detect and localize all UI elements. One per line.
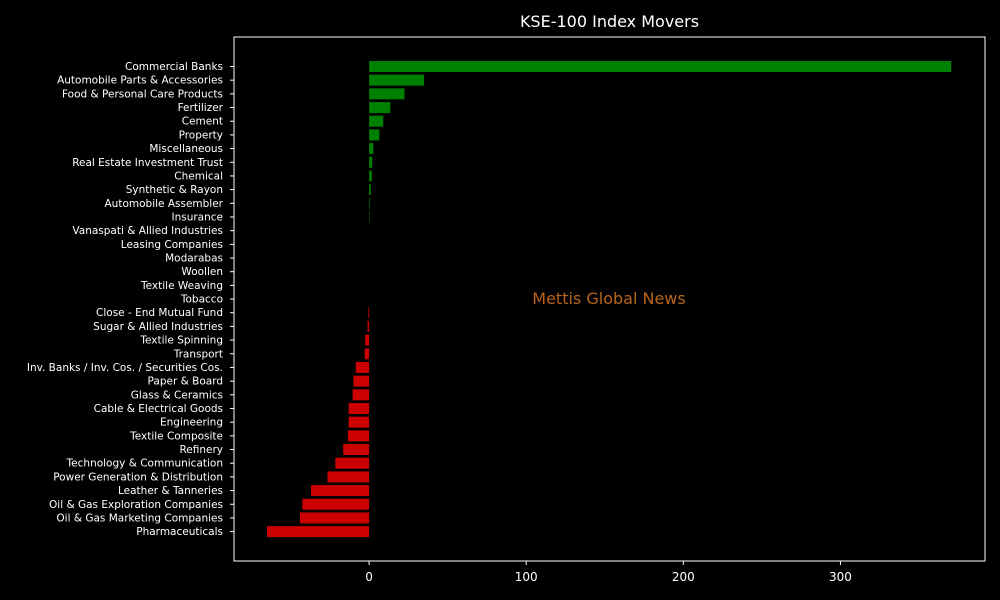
bar-oil-gas-marketing-companies [299,512,370,524]
category-label: Sugar & Allied Industries [93,321,223,333]
x-tick-label: 200 [672,570,695,584]
category-label: Fertilizer [178,102,224,114]
x-tick-label: 0 [365,570,373,584]
category-label: Inv. Banks / Inv. Cos. / Securities Cos. [27,362,223,374]
category-label: Modarabas [165,253,223,265]
chart-title: KSE-100 Index Movers [519,12,700,31]
category-label: Close - End Mutual Fund [96,307,223,319]
bar-textile-composite [347,430,370,442]
watermark-text: Mettis Global News [532,289,685,308]
bar-close-end-mutual-fund [368,307,370,319]
category-label: Tobacco [180,294,223,306]
bar-sugar-allied-industries [367,320,370,332]
bar-inv-banks-inv-cos-securities-cos [355,361,370,373]
category-label: Refinery [179,444,223,456]
bar-automobile-parts-accessories [369,74,425,86]
category-label: Real Estate Investment Trust [72,157,223,169]
category-label: Synthetic & Rayon [126,184,223,196]
category-label: Miscellaneous [149,143,223,155]
category-label: Insurance [171,211,223,223]
category-label: Leasing Companies [121,239,223,251]
bar-food-personal-care-products [369,88,405,100]
bar-engineering [348,416,370,428]
category-label: Textile Weaving [140,280,223,292]
category-label: Textile Composite [129,430,223,442]
bar-power-generation-distribution [327,471,370,483]
category-label: Glass & Ceramics [131,389,223,401]
category-label: Commercial Banks [125,61,223,73]
bar-real-estate-investment-trust [369,156,373,168]
category-label: Woollen [181,266,223,278]
category-label: Oil & Gas Exploration Companies [49,499,223,511]
category-label: Paper & Board [148,376,223,388]
bar-paper-board [353,375,370,387]
category-label: Automobile Parts & Accessories [57,75,223,87]
bar-cement [369,115,384,127]
category-label: Engineering [160,417,223,429]
category-label: Property [179,129,223,141]
category-label: Food & Personal Care Products [62,88,223,100]
category-label: Transport [173,348,223,360]
category-label: Power Generation & Distribution [53,471,223,483]
category-label: Pharmaceuticals [136,526,223,538]
category-label: Textile Spinning [139,335,223,347]
bar-textile-spinning [365,334,370,346]
bar-miscellaneous [369,143,374,155]
bar-automobile-assembler [369,197,370,209]
bars-group [266,61,952,538]
bar-cable-electrical-goods [348,403,370,414]
category-label: Cement [182,116,223,128]
x-tick-label: 100 [515,570,538,584]
category-label: Oil & Gas Marketing Companies [56,512,223,524]
bar-glass-ceramics [352,389,370,401]
category-label: Technology & Communication [66,458,223,470]
x-tick-label: 300 [829,570,852,584]
bar-leather-tanneries [310,485,370,497]
bar-property [369,129,380,141]
category-label: Automobile Assembler [105,198,224,210]
bar-refinery [343,444,370,456]
bar-transport [364,348,370,360]
category-label: Vanaspati & Allied Industries [72,225,223,237]
category-labels: Commercial Banks Automobile Parts & Acces… [27,61,234,538]
bar-commercial-banks [369,61,952,72]
bar-technology-communication [335,457,370,469]
bar-chemical [369,170,372,182]
bar-synthetic-rayon [369,184,371,196]
category-label: Chemical [174,170,223,182]
bar-pharmaceuticals [266,526,370,538]
x-axis-ticks: 0 100 200 300 [365,561,852,584]
bar-oil-gas-exploration-companies [302,498,370,510]
category-label: Cable & Electrical Goods [94,403,223,415]
category-label: Leather & Tanneries [118,485,223,497]
bar-fertilizer [369,102,391,114]
